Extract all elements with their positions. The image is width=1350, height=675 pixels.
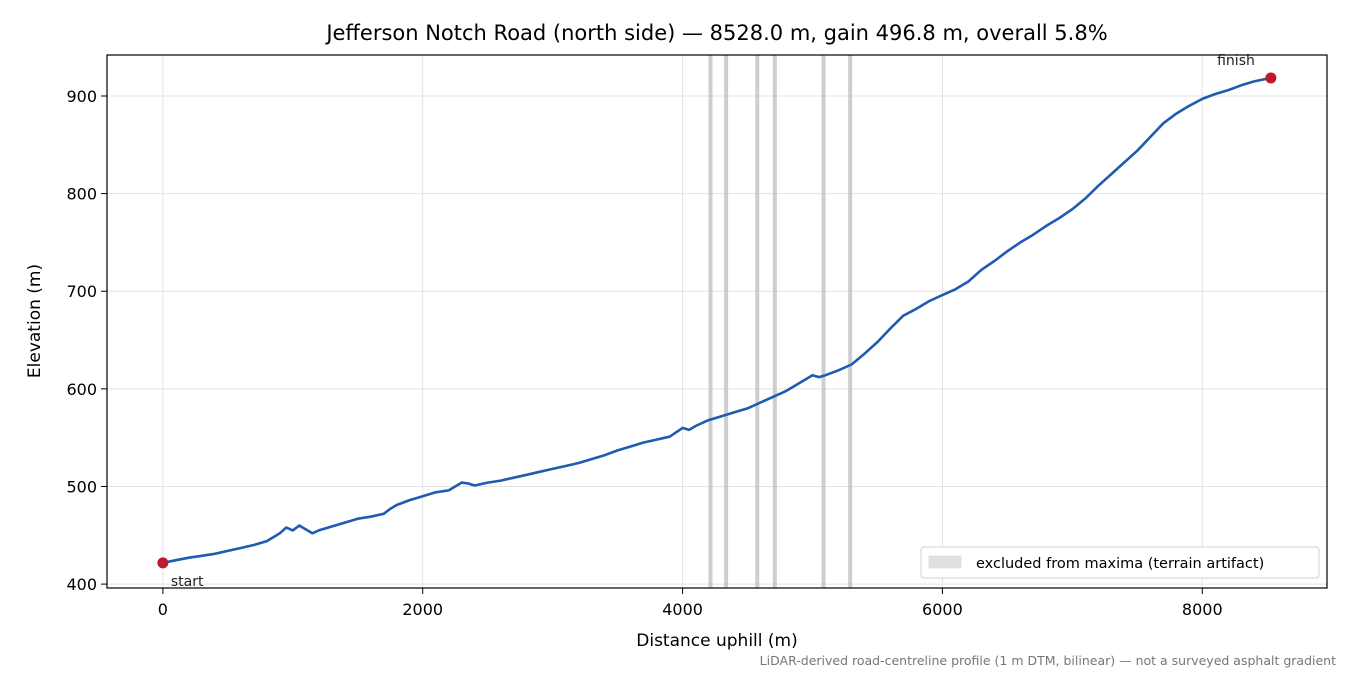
start-label: start (171, 574, 204, 590)
legend-label: excluded from maxima (terrain artifact) (976, 556, 1264, 572)
y-tick-label: 600 (66, 380, 97, 399)
excluded-band (772, 55, 777, 588)
y-tick-label: 500 (66, 477, 97, 496)
elevation-profile-line (162, 76, 1272, 565)
y-tick-label: 900 (66, 87, 97, 106)
x-tick-label: 6000 (922, 600, 963, 619)
gridlines (107, 55, 1327, 588)
finish-label: finish (1217, 53, 1255, 69)
finish-marker (1265, 72, 1277, 84)
start-marker (157, 557, 169, 569)
y-axis-label: Elevation (m) (25, 264, 45, 378)
x-tick-label: 4000 (662, 600, 703, 619)
legend-box (920, 546, 1320, 579)
chart-title: Jefferson Notch Road (north side) — 8528… (324, 21, 1107, 45)
y-tick-label: 800 (66, 185, 97, 204)
legend: excluded from maxima (terrain artifact) (920, 546, 1320, 579)
excluded-band (755, 55, 760, 588)
plot-background (107, 55, 1327, 588)
x-tick-label: 8000 (1182, 600, 1223, 619)
legend-swatch (928, 555, 962, 569)
excluded-band (708, 55, 713, 588)
plot-frame (106, 54, 1328, 589)
excluded-band (821, 55, 826, 588)
excluded-band (848, 55, 853, 588)
footnote: LiDAR-derived road-centreline profile (1… (760, 653, 1336, 668)
endpoint-markers: start finish (157, 53, 1277, 590)
y-tick-label: 400 (66, 575, 97, 594)
series-layer (162, 76, 1272, 565)
x-tick-label: 0 (158, 600, 168, 619)
excluded-bands (708, 55, 853, 588)
axes: 0 2000 4000 6000 8000 400 500 600 700 800 900 (66, 54, 1328, 619)
excluded-band (724, 55, 729, 588)
y-tick-label: 700 (66, 282, 97, 301)
x-tick-label: 2000 (402, 600, 443, 619)
x-axis-label: Distance uphill (m) (636, 631, 797, 651)
plot-area (107, 55, 1327, 588)
